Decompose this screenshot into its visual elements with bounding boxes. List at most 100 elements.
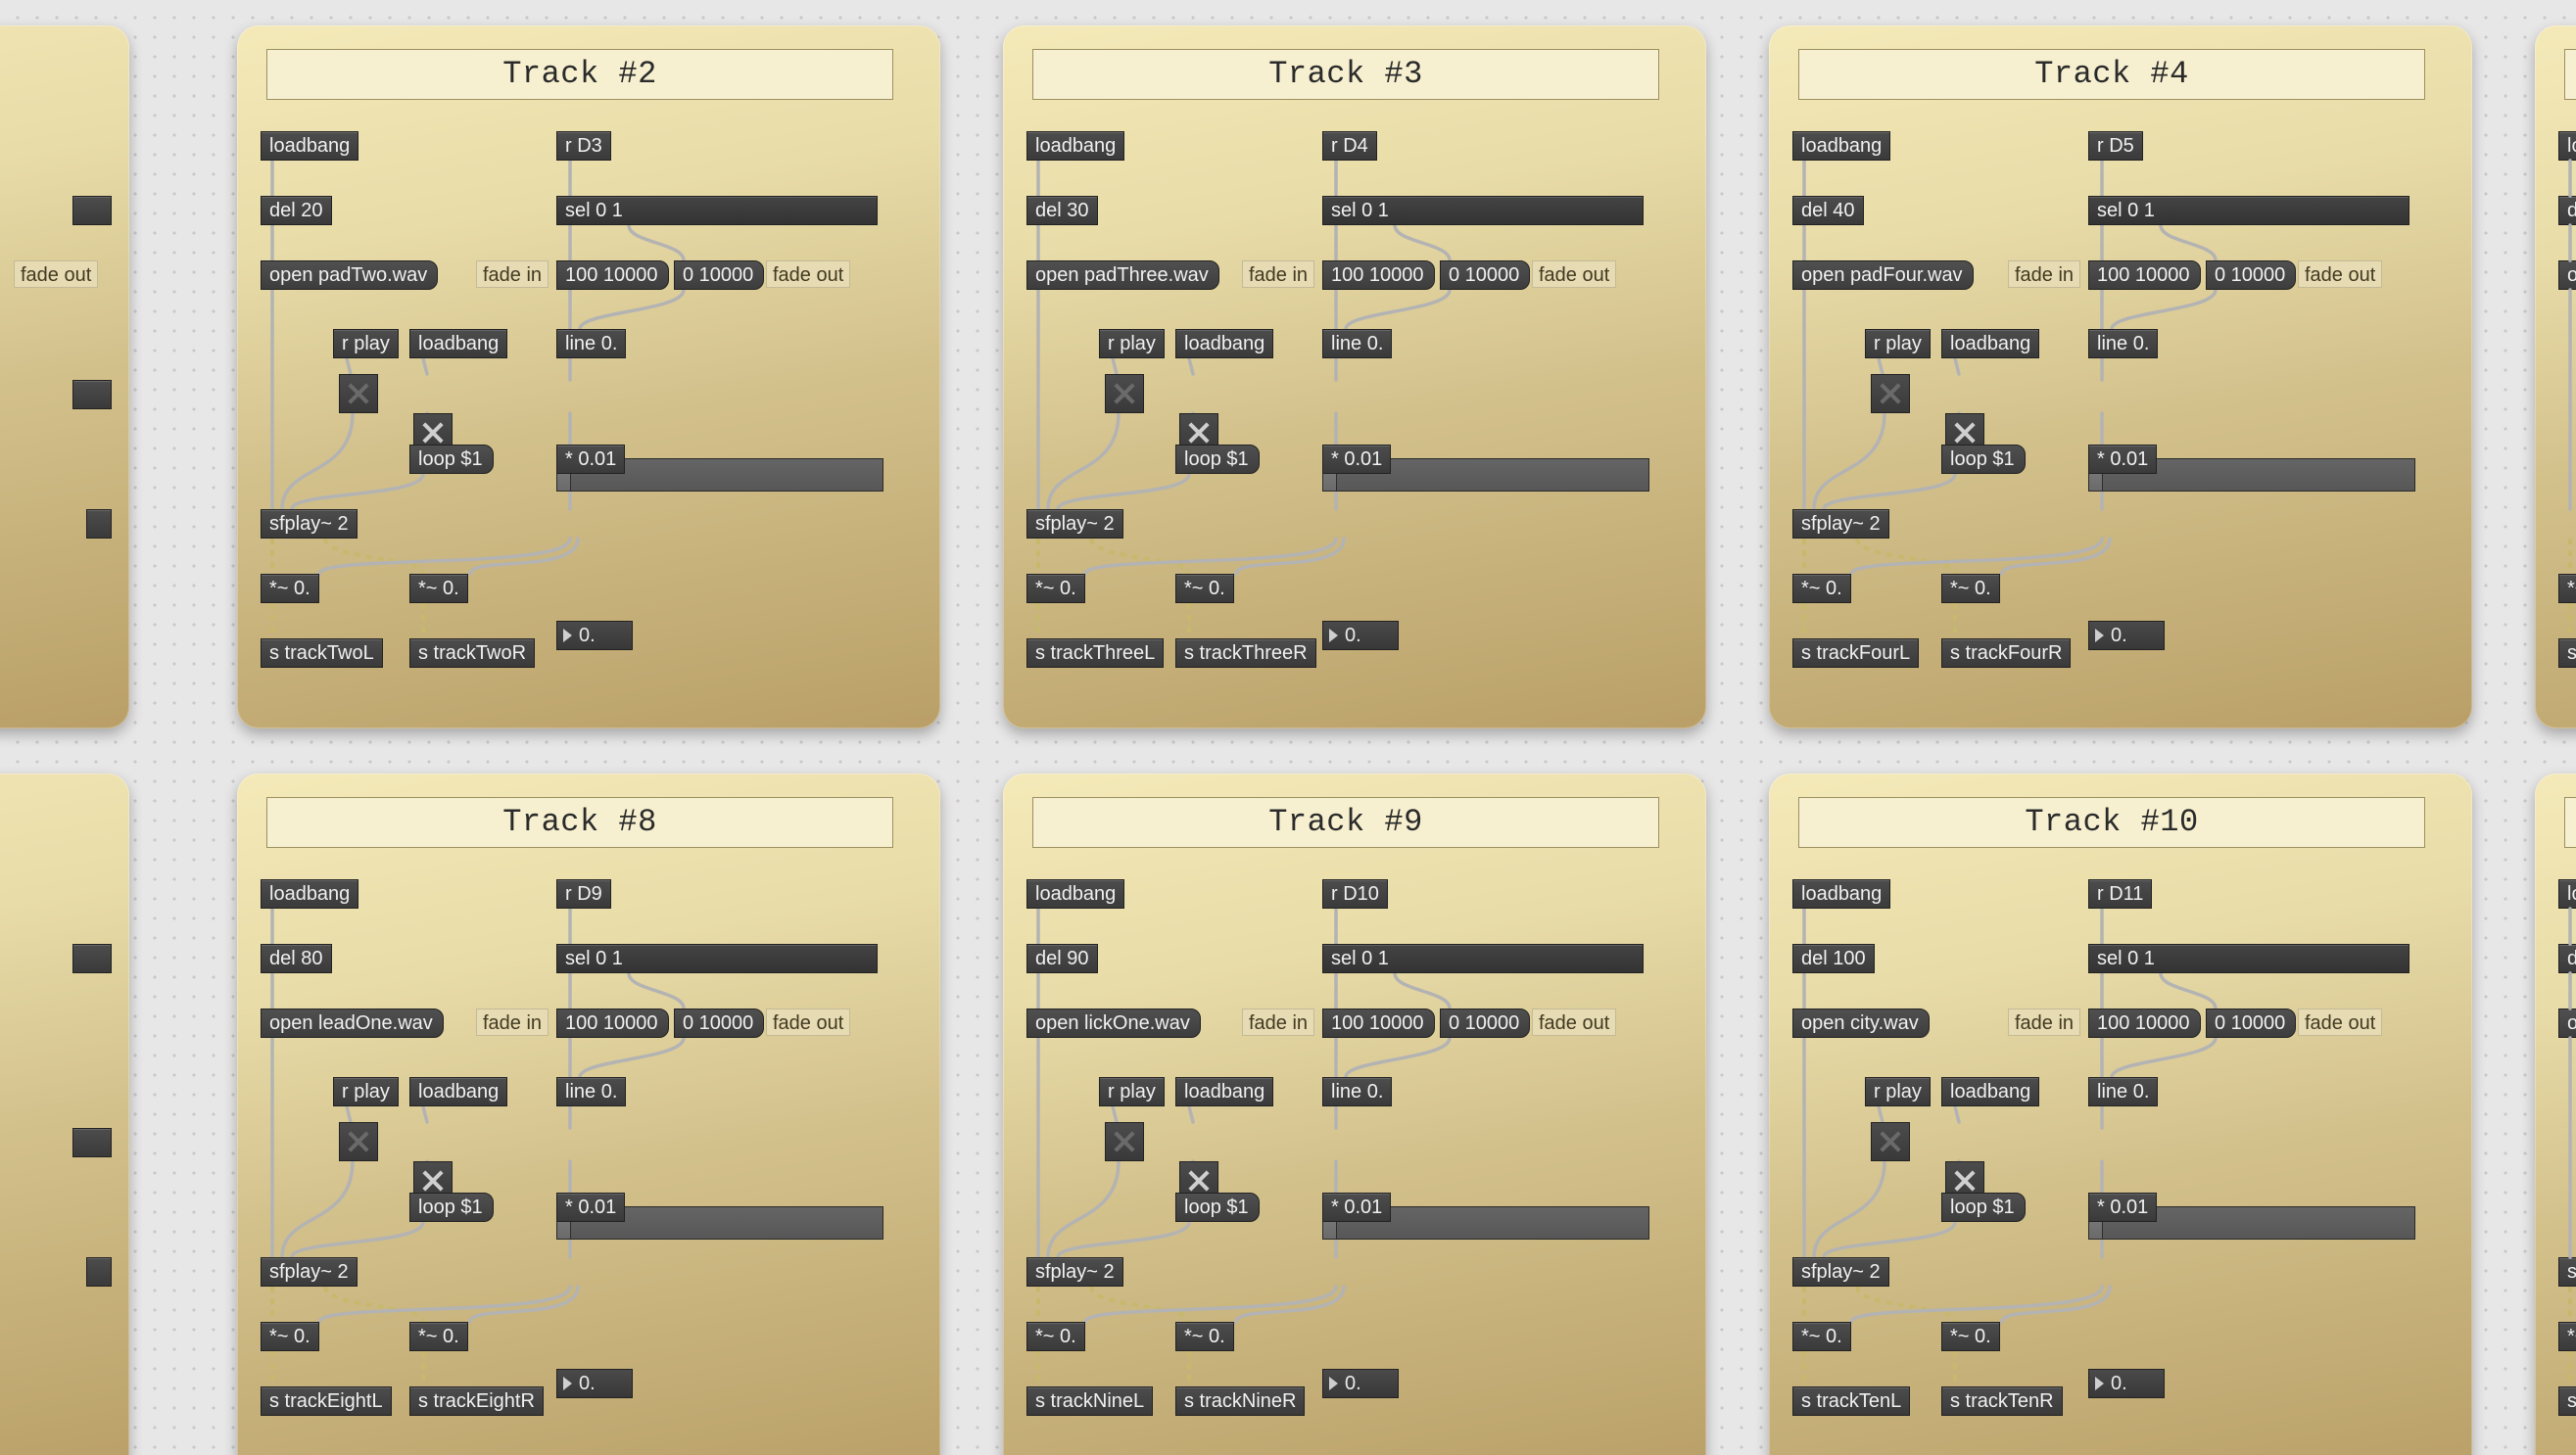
fade-out-message[interactable]: 0 10000	[674, 1009, 764, 1038]
line-object[interactable]: line 0.	[556, 329, 626, 358]
signal-mul-left[interactable]: *~ 0.	[261, 574, 319, 603]
signal-mul-left[interactable]: *~ 0.	[1792, 574, 1851, 603]
signal-mul-right[interactable]: *~ 0.	[409, 1322, 468, 1351]
signal-mul-left[interactable]: *~ 0.	[261, 1322, 319, 1351]
mul-001-object[interactable]: * 0.01	[2088, 445, 2157, 474]
open-message[interactable]: open lickOne.wav	[1026, 1009, 1201, 1038]
loop-message[interactable]: loop $1	[1941, 445, 2026, 474]
fade-in-message[interactable]: 100 10000	[2088, 1009, 2201, 1038]
loadbang-object[interactable]: loadbang	[2558, 131, 2576, 161]
loop-message[interactable]: loop $1	[409, 445, 494, 474]
loadbang-object[interactable]: loadbang	[1792, 131, 1890, 161]
sfplay-object[interactable]: sfplay~ 2	[261, 509, 358, 539]
signal-mul-left[interactable]: *~ 0.	[2558, 574, 2576, 603]
delay-object[interactable]: del 90	[1026, 944, 1098, 973]
loop-message[interactable]: loop $1	[1175, 1193, 1260, 1222]
delay-object[interactable]: del 30	[1026, 196, 1098, 225]
sfplay-object[interactable]: sfplay~ 2	[1026, 509, 1123, 539]
line-object[interactable]: line 0.	[2088, 1077, 2158, 1106]
delay-object[interactable]: del 50	[2558, 196, 2576, 225]
mul-001-object[interactable]: * 0.01	[1322, 445, 1391, 474]
receive-object[interactable]: r D9	[556, 879, 611, 909]
delay-object[interactable]: del 40	[1792, 196, 1864, 225]
signal-mul-left[interactable]: *~ 0.	[1026, 1322, 1085, 1351]
fade-out-message[interactable]: 0 10000	[2206, 260, 2296, 290]
fade-in-message[interactable]: 100 10000	[1322, 260, 1435, 290]
open-message[interactable]: open pian	[2558, 260, 2576, 290]
loadbang-object[interactable]: loadbang	[1026, 131, 1124, 161]
gain-number[interactable]: 0.	[2088, 1369, 2165, 1398]
sel-object[interactable]: sel 0 1	[2088, 944, 2409, 973]
fade-in-message[interactable]: 100 10000	[556, 260, 669, 290]
sel-object[interactable]: sel 0 1	[1322, 196, 1644, 225]
send-left-object[interactable]: s trackFiv	[2558, 638, 2576, 668]
receive-object[interactable]: r D3	[556, 131, 611, 161]
fade-out-message[interactable]: 0 10000	[1440, 260, 1530, 290]
play-toggle[interactable]	[339, 1122, 378, 1161]
receive-play-object[interactable]: r play	[1099, 1077, 1165, 1106]
loadbang2-object[interactable]: loadbang	[1175, 1077, 1273, 1106]
receive-object[interactable]: r D5	[2088, 131, 2143, 161]
delay-object[interactable]: del 100	[1792, 944, 1875, 973]
signal-mul-left[interactable]: *~ 0.	[2558, 1322, 2576, 1351]
receive-play-object[interactable]: r play	[333, 329, 399, 358]
line-object[interactable]: line 0.	[2088, 329, 2158, 358]
gain-number[interactable]: 0.	[1322, 1369, 1399, 1398]
gain-number[interactable]: 0.	[556, 621, 633, 650]
sfplay-object[interactable]: sfplay~ 2	[261, 1257, 358, 1287]
play-toggle[interactable]	[1105, 1122, 1144, 1161]
signal-mul-left[interactable]: *~ 0.	[1026, 574, 1085, 603]
fade-out-message[interactable]: 0 10000	[2206, 1009, 2296, 1038]
open-message[interactable]: open padFour.wav	[1792, 260, 1974, 290]
mul-001-object[interactable]: * 0.01	[1322, 1193, 1391, 1222]
fade-in-message[interactable]: 100 10000	[1322, 1009, 1435, 1038]
loadbang2-object[interactable]: loadbang	[1175, 329, 1273, 358]
open-message[interactable]: open padTwo.wav	[261, 260, 438, 290]
signal-mul-right[interactable]: *~ 0.	[409, 574, 468, 603]
sel-object[interactable]: sel 0 1	[556, 944, 878, 973]
send-left-object[interactable]: s trackTwoL	[261, 638, 383, 668]
delay-object[interactable]: del 110	[2558, 944, 2576, 973]
sel-object[interactable]: sel 0 1	[556, 196, 878, 225]
sel-object[interactable]: sel 0 1	[2088, 196, 2409, 225]
delay-object[interactable]: del 80	[261, 944, 332, 973]
receive-object[interactable]: r D4	[1322, 131, 1377, 161]
loadbang-object[interactable]: loadbang	[2558, 879, 2576, 909]
mul-001-object[interactable]: * 0.01	[2088, 1193, 2157, 1222]
receive-object[interactable]: r D10	[1322, 879, 1388, 909]
mul-001-object[interactable]: * 0.01	[556, 1193, 625, 1222]
send-right-object[interactable]: s trackEightR	[409, 1386, 544, 1416]
signal-mul-right[interactable]: *~ 0.	[1175, 574, 1234, 603]
open-message[interactable]: open padThree.wav	[1026, 260, 1219, 290]
delay-object[interactable]: del 20	[261, 196, 332, 225]
send-left-object[interactable]: s trackFourL	[1792, 638, 1919, 668]
loadbang-object[interactable]: loadbang	[1792, 879, 1890, 909]
send-right-object[interactable]: s trackFourR	[1941, 638, 2071, 668]
gain-number[interactable]: 0.	[2088, 621, 2165, 650]
send-right-object[interactable]: s trackNineR	[1175, 1386, 1305, 1416]
receive-play-object[interactable]: r play	[333, 1077, 399, 1106]
line-object[interactable]: line 0.	[1322, 329, 1392, 358]
fade-in-message[interactable]: 100 10000	[2088, 260, 2201, 290]
send-right-object[interactable]: s trackTenR	[1941, 1386, 2063, 1416]
signal-mul-left[interactable]: *~ 0.	[1792, 1322, 1851, 1351]
send-right-object[interactable]: s trackTwoR	[409, 638, 535, 668]
play-toggle[interactable]	[1105, 374, 1144, 413]
signal-mul-right[interactable]: *~ 0.	[1941, 574, 2000, 603]
loop-message[interactable]: loop $1	[1941, 1193, 2026, 1222]
sfplay-object[interactable]: sfplay~ 2	[1026, 1257, 1123, 1287]
open-message[interactable]: open city.wav	[1792, 1009, 1930, 1038]
loadbang2-object[interactable]: loadbang	[1941, 329, 2039, 358]
play-toggle[interactable]	[1871, 374, 1910, 413]
send-left-object[interactable]: s trackEightL	[261, 1386, 392, 1416]
loop-message[interactable]: loop $1	[409, 1193, 494, 1222]
signal-mul-right[interactable]: *~ 0.	[1175, 1322, 1234, 1351]
loadbang-object[interactable]: loadbang	[261, 131, 358, 161]
receive-play-object[interactable]: r play	[1099, 329, 1165, 358]
open-message[interactable]: open fore	[2558, 1009, 2576, 1038]
receive-play-object[interactable]: r play	[1865, 1077, 1931, 1106]
sfplay-object[interactable]: sfplay~ 2	[1792, 509, 1889, 539]
loadbang2-object[interactable]: loadbang	[1941, 1077, 2039, 1106]
loadbang2-object[interactable]: loadbang	[409, 329, 507, 358]
receive-object[interactable]: r D11	[2088, 879, 2152, 909]
